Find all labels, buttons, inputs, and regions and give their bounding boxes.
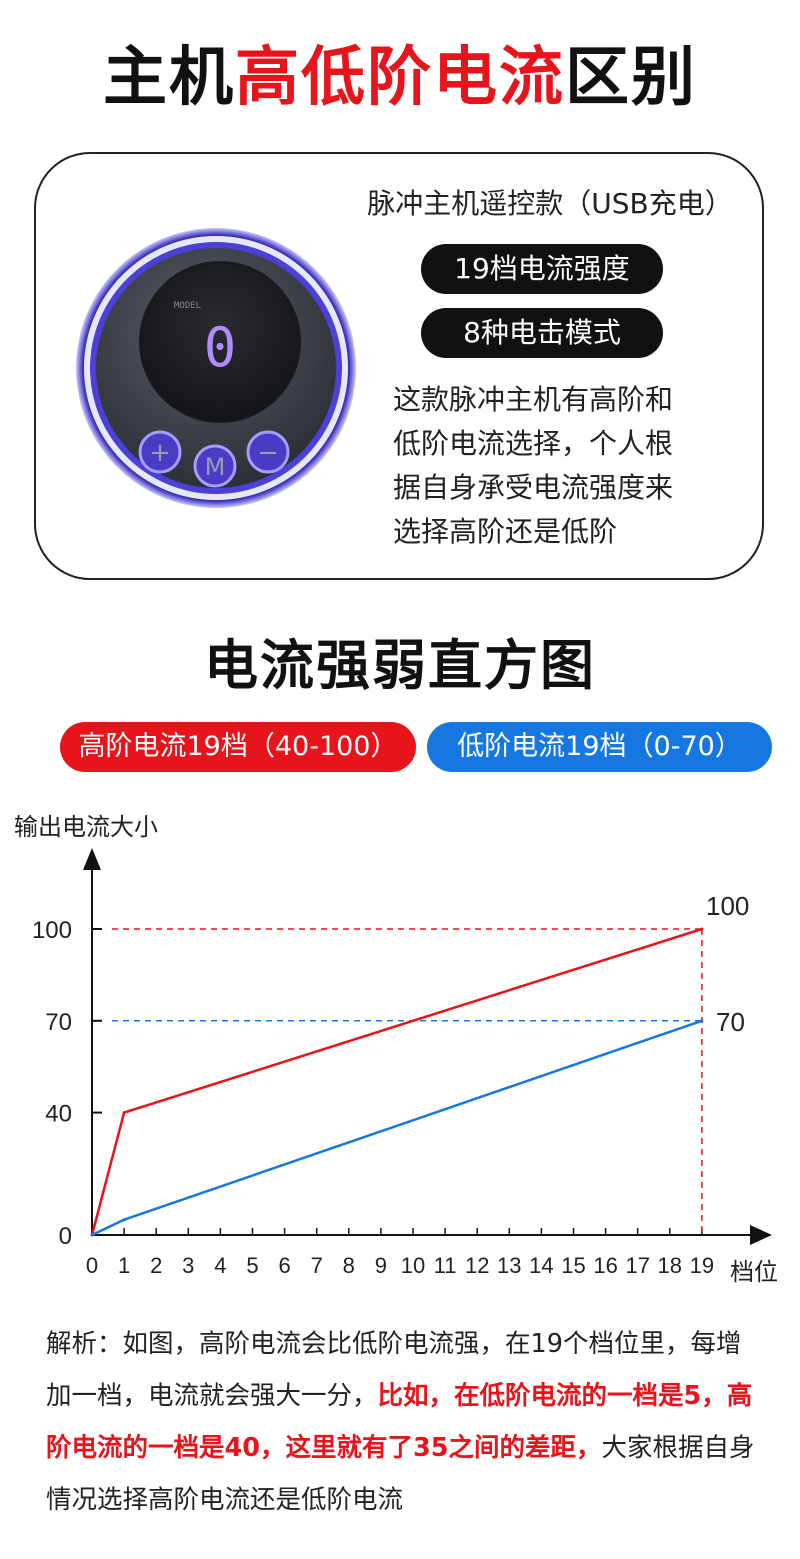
x-tick-label: 18 [658, 1253, 682, 1278]
data-point [700, 1019, 704, 1023]
x-tick-label: 16 [593, 1253, 617, 1278]
end-label-high: 100 [706, 891, 749, 921]
analysis-highlight: 比如，在低阶电流的一档是5，高阶电流的一档是40，这里就有了35之间的差距， [46, 1381, 753, 1463]
x-tick-label: 5 [246, 1253, 258, 1278]
legend-low: 低阶电流19档（0-70） [427, 722, 772, 772]
svg-text:+: + [149, 438, 171, 468]
x-tick-label: 10 [401, 1253, 425, 1278]
x-tick-label: 1 [118, 1253, 130, 1278]
product-description: 这款脉冲主机有高阶和 低阶电流选择，个人根 据自身承受电流强度来 选择高阶还是低… [393, 383, 674, 548]
remote-device-image: MODEL 0 + M − [76, 228, 356, 508]
x-tick-label: 17 [625, 1253, 649, 1278]
end-label-low: 70 [716, 1007, 745, 1037]
analysis-part1: 解析：如图，高阶电流会比低阶电流强，在19个档位里，每增加一档，电流就会强大一分… [46, 1329, 742, 1411]
y-axis-arrow [83, 848, 101, 870]
x-tick-label: 8 [343, 1253, 355, 1278]
data-point [700, 927, 704, 931]
series-line-1 [91, 1019, 703, 1237]
x-tick-label: 13 [497, 1253, 521, 1278]
device-plus-button: + [138, 430, 182, 474]
x-tick-label: 15 [561, 1253, 585, 1278]
svg-text:−: − [257, 438, 279, 468]
data-point [122, 1218, 126, 1222]
series-line-0 [90, 927, 703, 1236]
product-card [34, 152, 764, 580]
x-axis-label: 档位 [730, 1259, 778, 1286]
title-part2: 高低阶电流 [235, 41, 565, 115]
title-part1: 主机 [103, 41, 235, 115]
data-point [90, 1233, 94, 1237]
y-tick-label: 40 [45, 1101, 72, 1128]
x-axis-arrow [750, 1225, 772, 1245]
device-model-label: MODEL [174, 301, 201, 311]
x-tick-label: 12 [465, 1253, 489, 1278]
x-tick-label: 0 [86, 1253, 98, 1278]
device-display-digit: 0 [204, 316, 237, 379]
y-tick-label: 70 [45, 1009, 72, 1036]
y-tick-label: 0 [59, 1223, 72, 1250]
section-title: 电流强弱直方图 [204, 634, 596, 697]
feature-badge-strength: 19档电流强度 [421, 244, 663, 294]
data-point [122, 1111, 126, 1115]
x-tick-label: 11 [434, 1253, 457, 1278]
y-tick-label: 100 [32, 917, 72, 944]
legend-high: 高阶电流19档（40-100） [60, 722, 416, 772]
y-axis-label: 输出电流大小 [14, 814, 158, 841]
x-tick-label: 6 [278, 1253, 290, 1278]
x-tick-label: 19 [690, 1253, 714, 1278]
analysis-part3: 大家根据自身情况选择高阶电流还是低阶电流 [46, 1433, 755, 1515]
feature-badge-modes: 8种电击模式 [421, 308, 663, 358]
x-tick-label: 2 [150, 1253, 162, 1278]
x-tick-label: 3 [182, 1253, 194, 1278]
device-mode-button: M [193, 444, 237, 488]
svg-text:M: M [205, 453, 226, 481]
x-tick-label: 9 [375, 1253, 387, 1278]
x-tick-label: 4 [214, 1253, 226, 1278]
title-part3: 区别 [565, 41, 697, 115]
page-title: 主机高低阶电流区别 [0, 38, 800, 118]
x-tick-label: 14 [529, 1253, 553, 1278]
analysis-text: 解析：如图，高阶电流会比低阶电流强，在19个档位里，每增加一档，电流就会强大一分… [46, 1318, 766, 1526]
device-minus-button: − [246, 430, 290, 474]
product-name: 脉冲主机遥控款（USB充电） [367, 187, 733, 220]
x-tick-label: 7 [311, 1253, 323, 1278]
